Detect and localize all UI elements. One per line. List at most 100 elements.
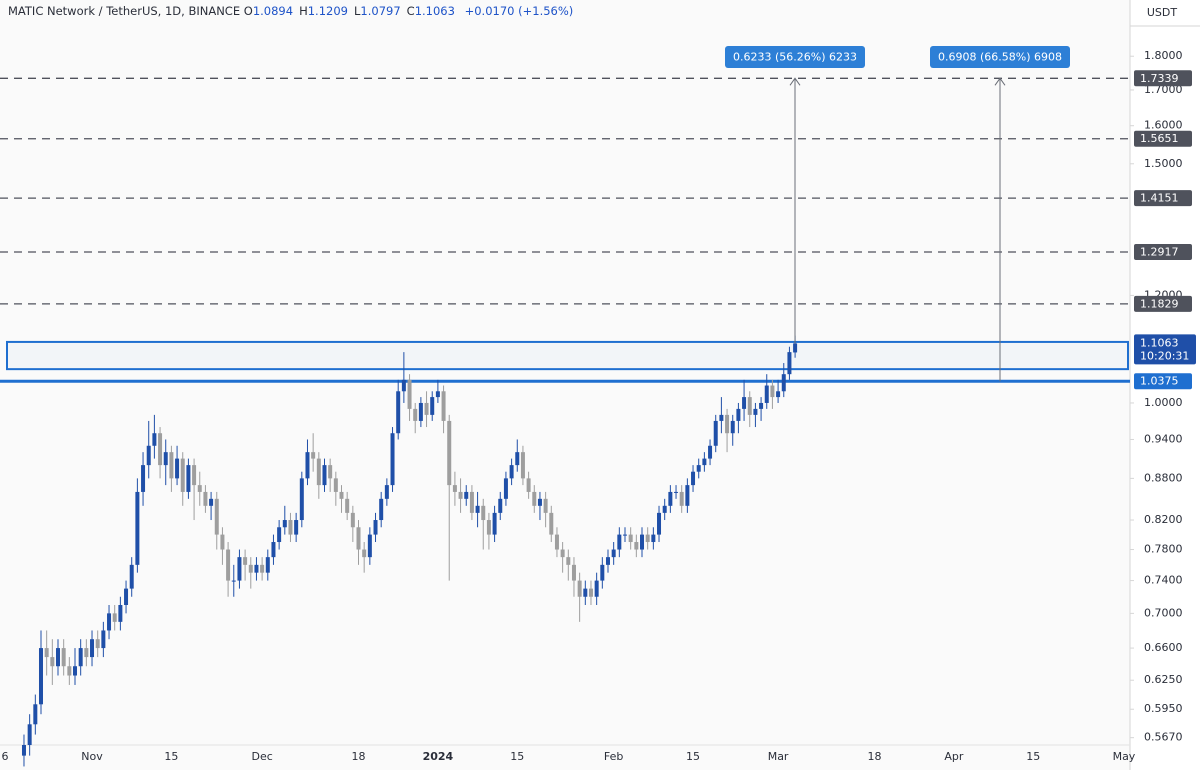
candle-body — [367, 534, 372, 558]
candle-body — [549, 512, 554, 535]
x-tick-label: 6 — [2, 750, 9, 763]
candle-body — [770, 385, 775, 398]
candle-body — [220, 534, 225, 550]
candle-body — [254, 564, 259, 573]
level-tag-bg — [1134, 130, 1192, 147]
candle-body — [736, 408, 741, 421]
candle-body — [299, 478, 304, 521]
candle-body — [260, 564, 265, 573]
x-tick-label: 15 — [686, 750, 700, 763]
candle-body — [594, 580, 599, 597]
candle-body — [430, 397, 435, 415]
candle-body — [112, 613, 117, 622]
candle-body — [623, 534, 627, 536]
candle-body — [328, 465, 333, 479]
candle-body — [277, 527, 282, 543]
candle-body — [237, 557, 242, 581]
candle-body — [322, 465, 327, 486]
candle-body — [21, 745, 26, 756]
candle-body — [543, 498, 548, 513]
candle-body — [481, 505, 486, 521]
ohlc-label: O — [243, 4, 253, 18]
candle-body — [469, 491, 474, 513]
ohlc-value: 1.0894 — [252, 4, 294, 18]
candle-body — [458, 491, 463, 499]
candle-body — [203, 491, 208, 506]
legend-header: MATIC Network / TetherUS, 1D, BINANCE O1… — [8, 4, 579, 18]
ohlc-value: 1.1063 — [414, 4, 455, 18]
candle-body — [588, 588, 593, 597]
candle-body — [418, 402, 423, 421]
y-tick-label: 1.5000 — [1144, 157, 1183, 170]
ohlc-label: H — [299, 4, 308, 18]
level-tag: 1.2917 — [1140, 245, 1179, 258]
change: +0.0170 (+1.56%) — [464, 4, 574, 18]
candle-body — [311, 452, 316, 459]
candle-body — [628, 534, 633, 543]
y-tick-label: 0.5670 — [1144, 731, 1183, 744]
level-tag-bg — [1134, 70, 1192, 87]
x-tick-label: 15 — [1026, 750, 1040, 763]
y-tick-label: 0.6600 — [1144, 641, 1183, 654]
candle-body — [118, 604, 123, 622]
candle-body — [583, 588, 588, 597]
candle-body — [146, 445, 151, 466]
candle-body — [124, 588, 129, 605]
ohlc-values: O1.0894 H1.1209 L1.0797 C1.1063 — [244, 4, 461, 18]
candle-body — [226, 549, 231, 581]
candle-body — [566, 557, 571, 565]
candle-body — [605, 557, 610, 565]
candle-body — [158, 433, 163, 466]
level-tag: 1.5651 — [1140, 132, 1179, 145]
candle-body — [640, 534, 645, 550]
candle-body — [600, 564, 605, 581]
measure-label-bg — [725, 46, 865, 68]
level-tag: 1.7339 — [1140, 72, 1179, 85]
candle-body — [186, 465, 191, 492]
ohlc-value: 1.1209 — [307, 4, 348, 18]
x-tick-label: 2024 — [423, 750, 454, 763]
ohlc-label: L — [353, 4, 361, 18]
candle-body — [180, 458, 185, 492]
candle-body — [747, 397, 752, 415]
candle-body — [577, 580, 582, 597]
candle-body — [90, 639, 95, 658]
candle-body — [163, 452, 168, 466]
measure-label: 0.6233 (56.26%) 6233 — [733, 51, 857, 64]
level-tag-bg — [1134, 190, 1192, 207]
candle-body — [175, 458, 180, 479]
countdown: 10:20:31 — [1140, 349, 1189, 362]
candle-body — [265, 557, 270, 573]
candle-body — [373, 520, 378, 535]
candle-body — [725, 414, 730, 434]
candle-body — [515, 452, 520, 466]
x-tick-label: 18 — [867, 750, 881, 763]
arrow-head — [789, 77, 801, 86]
x-tick-label: Nov — [81, 750, 103, 763]
candle-body — [61, 648, 66, 667]
candle-body — [662, 505, 667, 513]
candle-body — [248, 564, 253, 573]
y-tick-label: 0.8800 — [1144, 471, 1183, 484]
arrow-head — [994, 77, 1006, 86]
level-tag-bg — [1134, 243, 1192, 260]
candle-body — [492, 512, 497, 535]
candle-body — [793, 343, 798, 353]
price-tag: 1.1063 — [1140, 336, 1179, 349]
candle-body — [407, 379, 412, 409]
y-tick-label: 0.8200 — [1144, 513, 1183, 526]
candle-body — [560, 549, 565, 558]
candle-body — [339, 491, 344, 499]
candle-body — [713, 420, 718, 446]
support-tag: 1.0375 — [1140, 375, 1179, 388]
candle-body — [135, 491, 140, 565]
level-tag: 1.4151 — [1140, 192, 1179, 205]
candle-body — [141, 465, 146, 492]
candle-body — [288, 520, 293, 535]
candle-body — [101, 630, 106, 649]
x-tick-label: May — [1113, 750, 1136, 763]
candle-body — [107, 613, 112, 631]
candle-body — [67, 666, 72, 676]
